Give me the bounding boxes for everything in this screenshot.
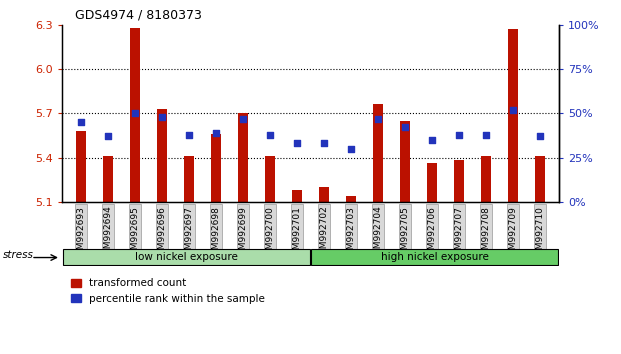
Point [427,137,437,143]
Text: GDS4974 / 8180373: GDS4974 / 8180373 [75,8,201,21]
Point [346,146,356,152]
Bar [265,156,275,202]
Bar [507,29,519,202]
Bar [311,249,558,265]
Bar [130,28,140,202]
Bar [481,156,491,202]
Point [319,141,329,146]
Bar [535,156,545,202]
Bar [184,156,194,202]
Text: GSM992705: GSM992705 [401,206,409,261]
Text: GSM992700: GSM992700 [266,206,274,261]
Bar [453,160,465,202]
Point [481,132,491,137]
Point [211,130,221,136]
Point [238,116,248,121]
Text: GSM992708: GSM992708 [481,206,491,261]
Bar [156,109,168,202]
Text: GSM992704: GSM992704 [373,206,383,261]
Point [535,133,545,139]
Bar [102,156,114,202]
Bar [319,187,329,202]
Point [184,132,194,137]
Bar [373,104,383,202]
Bar [346,196,356,202]
Point [508,107,518,113]
Text: GSM992707: GSM992707 [455,206,463,261]
Text: GSM992699: GSM992699 [238,206,248,261]
Bar [76,131,86,202]
Text: GSM992694: GSM992694 [104,206,112,261]
Text: GSM992695: GSM992695 [130,206,140,261]
Point [400,125,410,130]
Bar [399,121,410,202]
Point [157,114,167,120]
Bar [427,164,437,202]
Point [454,132,464,137]
Bar [292,190,302,202]
Bar [63,249,310,265]
Text: GSM992701: GSM992701 [292,206,302,261]
Text: GSM992697: GSM992697 [184,206,194,261]
Text: GSM992702: GSM992702 [319,206,329,261]
Text: GSM992710: GSM992710 [535,206,545,261]
Text: GSM992698: GSM992698 [212,206,220,261]
Text: GSM992693: GSM992693 [76,206,86,261]
Point [76,119,86,125]
Bar [238,113,248,202]
Text: GSM992706: GSM992706 [427,206,437,261]
Point [292,141,302,146]
Point [265,132,275,137]
Text: high nickel exposure: high nickel exposure [381,252,489,262]
Text: stress: stress [3,250,34,260]
Point [130,110,140,116]
Text: GSM992696: GSM992696 [158,206,166,261]
Text: GSM992703: GSM992703 [347,206,355,261]
Point [103,133,113,139]
Point [373,116,383,121]
Bar [211,134,222,202]
Legend: transformed count, percentile rank within the sample: transformed count, percentile rank withi… [67,274,270,308]
Text: low nickel exposure: low nickel exposure [135,252,238,262]
Text: GSM992709: GSM992709 [509,206,517,261]
